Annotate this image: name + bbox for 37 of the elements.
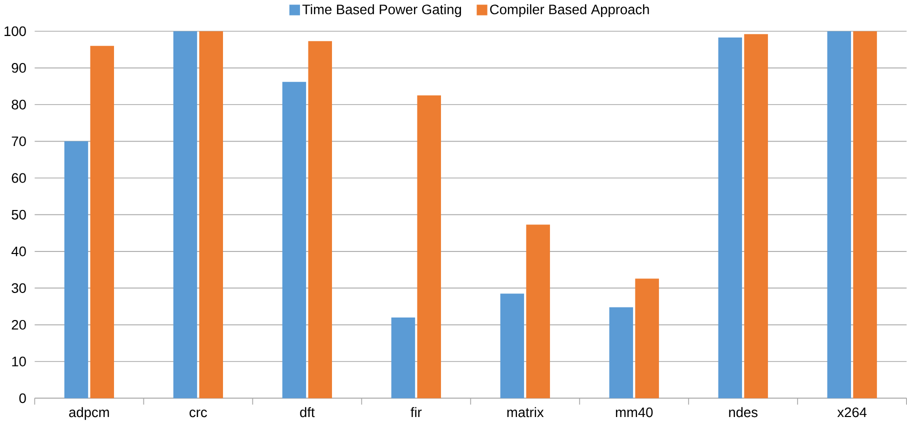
bar xyxy=(282,82,306,398)
bar xyxy=(853,31,877,398)
y-tick-label: 20 xyxy=(12,320,26,330)
y-tick-label: 50 xyxy=(12,210,26,220)
x-tick-label: adpcm xyxy=(69,407,109,420)
x-tick-label: dft xyxy=(300,407,315,418)
bar xyxy=(526,224,550,398)
x-tick-label: fir xyxy=(410,407,422,418)
bar xyxy=(609,307,634,398)
y-tick-label: 30 xyxy=(12,283,26,294)
bar xyxy=(391,318,416,398)
bar xyxy=(308,41,332,398)
y-tick-label: 60 xyxy=(12,173,26,183)
bar xyxy=(718,38,742,398)
legend-label: Time Based Power Gating xyxy=(302,4,462,18)
x-tick-label: ndes xyxy=(729,407,758,418)
bar xyxy=(173,31,198,398)
legend-label: Compiler Based Approach xyxy=(490,4,649,18)
bar xyxy=(827,31,852,398)
x-tick-label: crc xyxy=(190,410,207,418)
bar xyxy=(64,141,88,398)
y-tick-label: 0 xyxy=(19,393,26,404)
y-tick-label: 80 xyxy=(12,100,26,110)
y-tick-label: 90 xyxy=(12,63,26,73)
bar xyxy=(744,34,768,398)
y-tick-label: 100 xyxy=(4,26,26,36)
y-tick-label: 70 xyxy=(12,136,26,146)
bar xyxy=(199,31,224,398)
y-tick-label: 40 xyxy=(11,246,26,256)
y-tick-label: 10 xyxy=(12,356,26,366)
bar xyxy=(635,278,659,398)
bar xyxy=(417,96,441,398)
bar xyxy=(500,294,524,398)
bar xyxy=(90,46,114,398)
x-tick-label: mm40 xyxy=(616,408,653,418)
x-tick-label: x264 xyxy=(837,408,867,418)
x-tick-label: matrix xyxy=(507,407,544,418)
